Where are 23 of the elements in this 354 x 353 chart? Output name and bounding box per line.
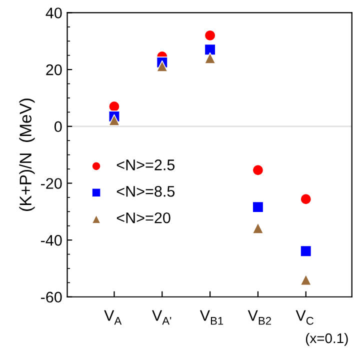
y-tick-label: 20 bbox=[46, 64, 62, 76]
text: (x=0.1) bbox=[306, 332, 348, 346]
point bbox=[252, 222, 264, 234]
point bbox=[300, 245, 312, 257]
legend-label: <N>=2.5 bbox=[116, 160, 175, 170]
y-tick-label: -40 bbox=[41, 234, 62, 246]
y-tick-label: -20 bbox=[41, 178, 62, 189]
point bbox=[108, 114, 120, 126]
point bbox=[108, 100, 120, 112]
point bbox=[204, 52, 216, 64]
legend-label: <N>=8.5 bbox=[116, 186, 175, 197]
point bbox=[204, 30, 216, 42]
y-tick-label: 40 bbox=[46, 8, 62, 18]
y-axis-title: (K+P)/N (MeV) bbox=[19, 98, 35, 211]
point bbox=[204, 44, 216, 56]
y-tick-label: -60 bbox=[41, 292, 62, 303]
point bbox=[156, 60, 168, 72]
point bbox=[252, 164, 264, 176]
point bbox=[300, 274, 312, 286]
legend-label: <N>=20 bbox=[116, 212, 170, 224]
y-tick-label: 0 bbox=[54, 121, 62, 132]
point bbox=[252, 201, 264, 213]
point bbox=[300, 193, 312, 205]
